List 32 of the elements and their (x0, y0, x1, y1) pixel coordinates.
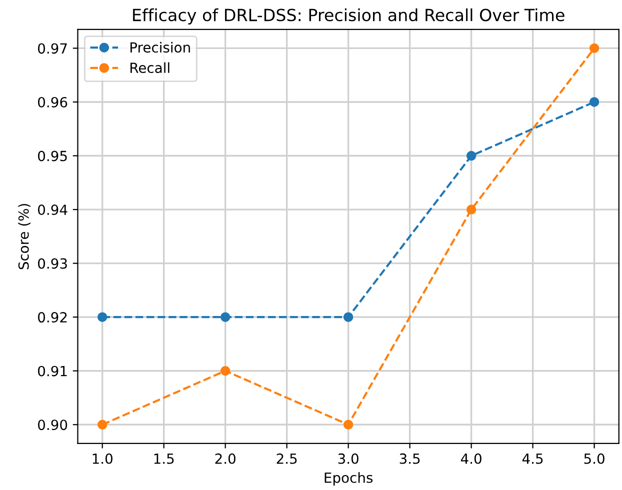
x-tick-label: 2.5 (276, 453, 297, 464)
point (589, 97, 600, 107)
x-tick-label: 3.0 (338, 453, 358, 464)
point (97, 420, 108, 430)
y-tick-label: 0.93 (38, 258, 67, 269)
x-tick-label: 1.5 (154, 454, 174, 464)
legend-label: Recall (130, 62, 170, 74)
point (343, 420, 354, 430)
y-tick-label: 0.97 (38, 43, 67, 54)
point (220, 312, 230, 322)
point (589, 43, 600, 54)
y-tick-label: 0.92 (38, 312, 67, 323)
y-tick-label: 0.90 (38, 420, 68, 430)
x-tick-label: 5.0 (584, 453, 604, 464)
x-tick-label: 4.0 (460, 453, 482, 464)
point (343, 312, 354, 322)
point (466, 150, 476, 161)
y-axis-title: Score (%) (18, 204, 30, 270)
point (97, 312, 108, 322)
y-tick-label: 0.91 (38, 366, 67, 376)
x-tick-label: 4.5 (522, 454, 543, 464)
y-tick-label: 0.96 (38, 96, 68, 108)
y-tick-label: 0.95 (38, 150, 67, 162)
legend-label: Precision (130, 42, 190, 53)
y-tick-label: 0.94 (38, 204, 68, 216)
point (466, 204, 476, 214)
chart-title: Efficacy of DRL-DSS: Precision and Recall Over Time (133, 8, 564, 25)
x-tick-label: 1.0 (92, 453, 112, 464)
point (220, 366, 230, 376)
x-tick-label: 2.0 (215, 453, 236, 464)
x-axis-title: Epochs (324, 472, 373, 486)
x-tick-label: 3.5 (400, 453, 420, 464)
